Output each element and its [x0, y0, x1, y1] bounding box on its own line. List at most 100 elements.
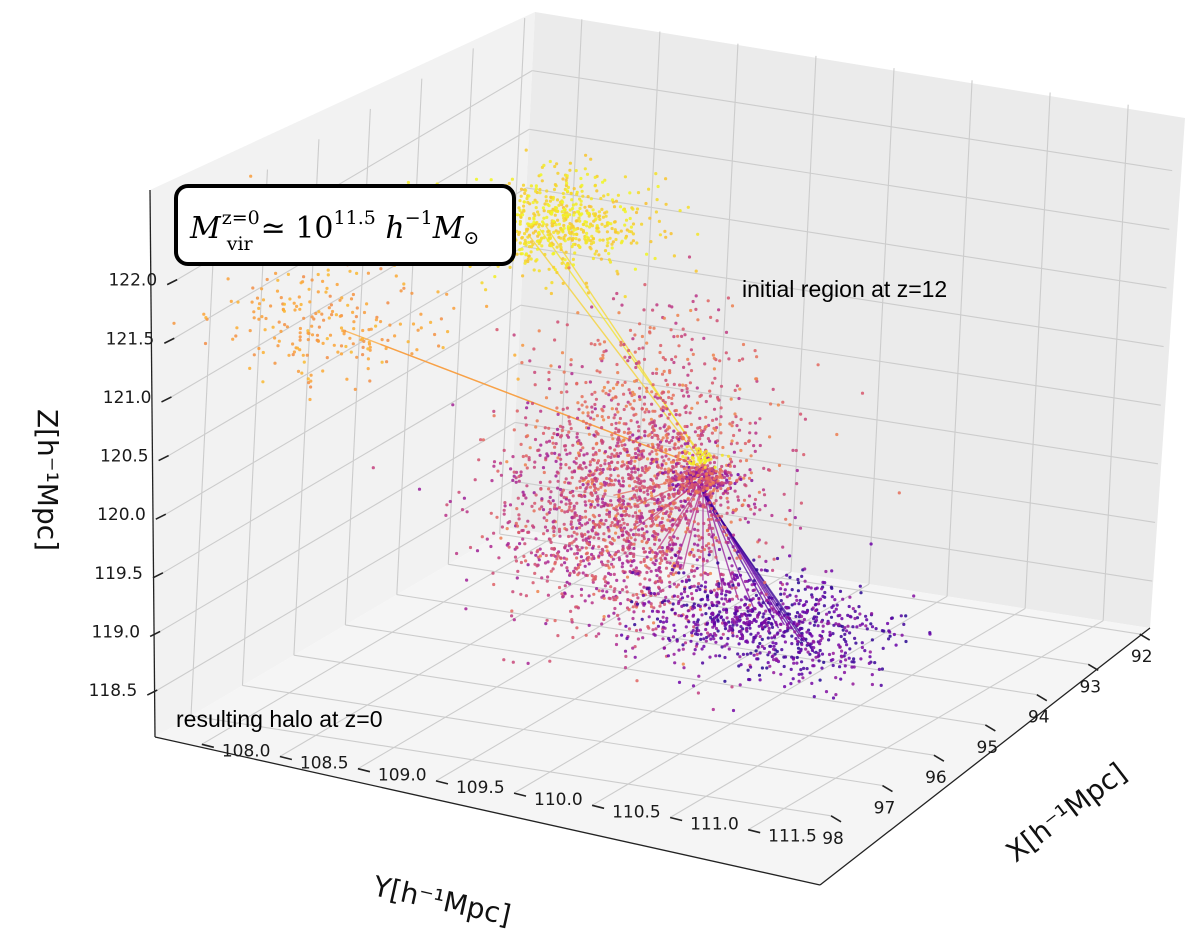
- particle-point: [625, 467, 629, 471]
- particle-point: [480, 281, 484, 285]
- particle-point: [860, 645, 865, 650]
- particle-point: [600, 426, 604, 430]
- particle-point: [557, 529, 562, 534]
- particle-point: [608, 236, 612, 240]
- particle-point: [648, 331, 652, 335]
- particle-point: [654, 568, 658, 573]
- particle-point: [846, 624, 850, 628]
- particle-point: [682, 475, 686, 479]
- particle-point: [489, 511, 493, 515]
- particle-point: [565, 433, 569, 437]
- particle-point: [586, 482, 590, 486]
- particle-point: [685, 615, 689, 619]
- particle-point: [605, 512, 609, 516]
- particle-point: [564, 213, 569, 217]
- particle-point: [709, 315, 713, 319]
- particle-point: [549, 244, 553, 248]
- particle-point: [650, 402, 654, 406]
- particle-point: [822, 604, 827, 608]
- particle-point: [654, 457, 658, 461]
- particle-point: [844, 658, 848, 662]
- particle-point: [629, 551, 633, 555]
- particle-point: [625, 559, 629, 563]
- particle-point: [523, 191, 527, 195]
- particle-point: [629, 564, 633, 568]
- particle-point: [712, 407, 717, 411]
- particle-point: [735, 575, 740, 580]
- particle-point: [796, 581, 801, 585]
- particle-point: [575, 435, 579, 439]
- particle-point: [693, 648, 697, 652]
- particle-point: [824, 569, 828, 574]
- particle-point: [853, 636, 857, 641]
- particle-point: [574, 537, 578, 541]
- particle-point: [631, 337, 635, 341]
- particle-point: [757, 490, 762, 494]
- particle-point: [590, 410, 594, 414]
- particle-point: [585, 551, 590, 555]
- particle-point: [616, 272, 620, 276]
- particle-point: [634, 210, 639, 215]
- particle-point: [668, 530, 672, 534]
- particle-point: [601, 500, 605, 505]
- particle-point: [252, 310, 256, 314]
- particle-point: [653, 474, 657, 478]
- particle-point: [518, 199, 522, 203]
- particle-point: [759, 568, 764, 572]
- particle-point: [622, 579, 626, 583]
- particle-point: [570, 618, 574, 622]
- particle-point: [623, 448, 627, 452]
- particle-point: [729, 442, 734, 446]
- particle-point: [690, 596, 695, 600]
- virial-mass-formula: Mz=0 vir ≃ 1011.5 h−1M⊙: [189, 207, 479, 255]
- particle-point: [611, 565, 615, 569]
- particle-point: [770, 625, 775, 630]
- particle-point: [767, 596, 771, 600]
- particle-point: [614, 598, 618, 602]
- particle-point: [622, 430, 627, 434]
- particle-point: [549, 553, 554, 557]
- particle-point: [555, 245, 559, 249]
- y-tick-label: 93: [1079, 677, 1101, 697]
- particle-point: [592, 433, 596, 437]
- particle-point: [650, 390, 654, 394]
- particle-point: [316, 339, 320, 343]
- particle-point: [694, 269, 698, 273]
- particle-point: [587, 473, 591, 477]
- particle-point: [292, 301, 296, 305]
- particle-point: [609, 499, 613, 503]
- particle-point: [562, 195, 566, 199]
- particle-point: [574, 202, 578, 206]
- particle-point: [616, 231, 620, 235]
- particle-point: [880, 667, 885, 671]
- particle-point: [746, 668, 750, 672]
- particle-point: [653, 551, 658, 555]
- particle-point: [686, 575, 691, 579]
- particle-point: [617, 524, 621, 528]
- particle-point: [628, 355, 632, 359]
- particle-point: [752, 617, 757, 621]
- particle-point: [679, 543, 683, 547]
- grid-line-back-x: [790, 55, 817, 572]
- particle-point: [601, 562, 605, 567]
- particle-point: [340, 296, 344, 300]
- particle-point: [369, 327, 373, 331]
- particle-point: [475, 549, 480, 553]
- particle-point: [820, 652, 825, 656]
- particle-point: [810, 681, 814, 686]
- particle-point: [715, 456, 719, 460]
- particle-point: [667, 395, 671, 400]
- particle-point: [735, 441, 739, 445]
- particle-point: [581, 477, 586, 481]
- particle-point: [705, 472, 709, 476]
- particle-point: [551, 526, 555, 530]
- particle-point: [699, 637, 703, 642]
- particle-point: [567, 534, 571, 539]
- x-tick-label: 108.0: [222, 741, 271, 761]
- virial-mass-frame: [174, 184, 516, 266]
- particle-point: [627, 484, 632, 488]
- particle-point: [712, 469, 716, 473]
- particle-point: [649, 240, 653, 244]
- particle-point: [627, 427, 631, 431]
- particle-point: [730, 685, 734, 689]
